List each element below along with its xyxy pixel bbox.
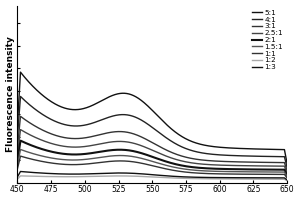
1:1 (219, 173, 223, 175)
1:3 (64, 173, 67, 175)
1:3 (175, 175, 178, 178)
1:2 (285, 180, 289, 182)
1:1 (196, 172, 200, 174)
2:1 (19, 139, 22, 142)
1:3 (85, 173, 89, 175)
Line: 1:1: 1:1 (17, 156, 287, 178)
1:3 (19, 170, 22, 173)
1:2 (64, 176, 67, 178)
2:1 (175, 163, 178, 166)
Line: 3:1: 3:1 (17, 116, 287, 171)
1:2 (138, 175, 142, 178)
1:3 (219, 176, 223, 179)
Line: 2.5:1: 2.5:1 (17, 130, 287, 173)
1.5:1 (196, 169, 200, 172)
2.5:1 (138, 144, 142, 146)
4:1 (285, 167, 289, 169)
5:1 (19, 71, 22, 73)
5:1 (219, 146, 223, 149)
3:1 (85, 136, 89, 139)
3:1 (196, 158, 200, 161)
1.5:1 (175, 167, 178, 169)
1:2 (219, 178, 223, 180)
2:1 (138, 152, 142, 154)
1:2 (196, 177, 200, 180)
1.5:1 (85, 158, 89, 160)
1.5:1 (138, 157, 142, 159)
1.5:1 (219, 170, 223, 173)
1:1 (64, 163, 67, 166)
1:3 (196, 176, 200, 179)
Line: 1:2: 1:2 (17, 176, 287, 181)
2:1 (85, 153, 89, 155)
4:1 (19, 95, 22, 98)
5:1 (138, 98, 142, 101)
5:1 (64, 107, 67, 110)
4:1 (85, 123, 89, 126)
1:2 (16, 178, 19, 180)
1:3 (16, 176, 19, 178)
5:1 (196, 142, 200, 145)
4:1 (16, 138, 19, 140)
2.5:1 (196, 162, 200, 165)
2.5:1 (19, 128, 22, 131)
2:1 (285, 174, 289, 176)
2:1 (196, 167, 200, 169)
Line: 1:3: 1:3 (17, 171, 287, 180)
2:1 (64, 153, 67, 155)
4:1 (138, 118, 142, 120)
3:1 (219, 160, 223, 163)
1:2 (175, 177, 178, 179)
2.5:1 (85, 145, 89, 147)
5:1 (85, 106, 89, 109)
1.5:1 (64, 159, 67, 161)
2.5:1 (16, 154, 19, 157)
Line: 4:1: 4:1 (17, 96, 287, 168)
1.5:1 (16, 165, 19, 167)
2:1 (219, 168, 223, 170)
1:1 (85, 163, 89, 165)
2.5:1 (219, 164, 223, 166)
4:1 (196, 151, 200, 153)
4:1 (175, 143, 178, 146)
3:1 (285, 170, 289, 172)
1:2 (85, 175, 89, 178)
5:1 (285, 163, 289, 165)
Line: 2:1: 2:1 (17, 141, 287, 175)
5:1 (175, 132, 178, 134)
1.5:1 (285, 175, 289, 178)
5:1 (16, 125, 19, 128)
1:1 (285, 177, 289, 179)
Legend: 5:1, 4:1, 3:1, 2.5:1, 2:1, 1.5:1, 1:1, 1:2, 1:3: 5:1, 4:1, 3:1, 2.5:1, 2:1, 1.5:1, 1:1, 1… (251, 9, 284, 71)
1:1 (16, 168, 19, 170)
3:1 (64, 137, 67, 139)
2.5:1 (64, 145, 67, 148)
Y-axis label: Fluorescence intensity: Fluorescence intensity (6, 36, 15, 152)
1:2 (19, 175, 22, 177)
3:1 (175, 153, 178, 156)
3:1 (19, 115, 22, 118)
1:3 (285, 179, 289, 181)
Line: 5:1: 5:1 (17, 72, 287, 164)
Line: 1.5:1: 1.5:1 (17, 149, 287, 177)
1.5:1 (19, 148, 22, 151)
1:1 (175, 170, 178, 172)
1:3 (138, 173, 142, 175)
4:1 (219, 154, 223, 156)
2:1 (16, 160, 19, 162)
1:1 (19, 155, 22, 157)
1:1 (138, 162, 142, 164)
4:1 (64, 124, 67, 126)
3:1 (16, 148, 19, 150)
2.5:1 (285, 172, 289, 174)
3:1 (138, 135, 142, 137)
2.5:1 (175, 158, 178, 161)
